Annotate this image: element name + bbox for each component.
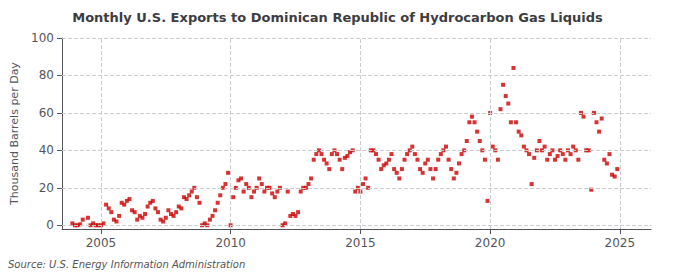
- svg-text:2015: 2015: [345, 236, 376, 250]
- svg-text:2020: 2020: [475, 236, 506, 250]
- svg-text:60: 60: [39, 106, 54, 120]
- svg-text:80: 80: [39, 68, 54, 82]
- svg-text:Source: U.S. Energy Informatio: Source: U.S. Energy Information Administ…: [8, 259, 245, 270]
- svg-text:40: 40: [39, 143, 54, 157]
- svg-text:100: 100: [31, 31, 54, 45]
- svg-text:0: 0: [46, 218, 54, 232]
- svg-text:2025: 2025: [605, 236, 636, 250]
- svg-text:Monthly U.S. Exports to Domini: Monthly U.S. Exports to Dominican Republ…: [72, 10, 603, 25]
- svg-text:20: 20: [39, 181, 54, 195]
- svg-text:Thousand Barrels per Day: Thousand Barrels per Day: [8, 62, 21, 206]
- svg-text:2010: 2010: [215, 236, 246, 250]
- svg-text:2005: 2005: [86, 236, 117, 250]
